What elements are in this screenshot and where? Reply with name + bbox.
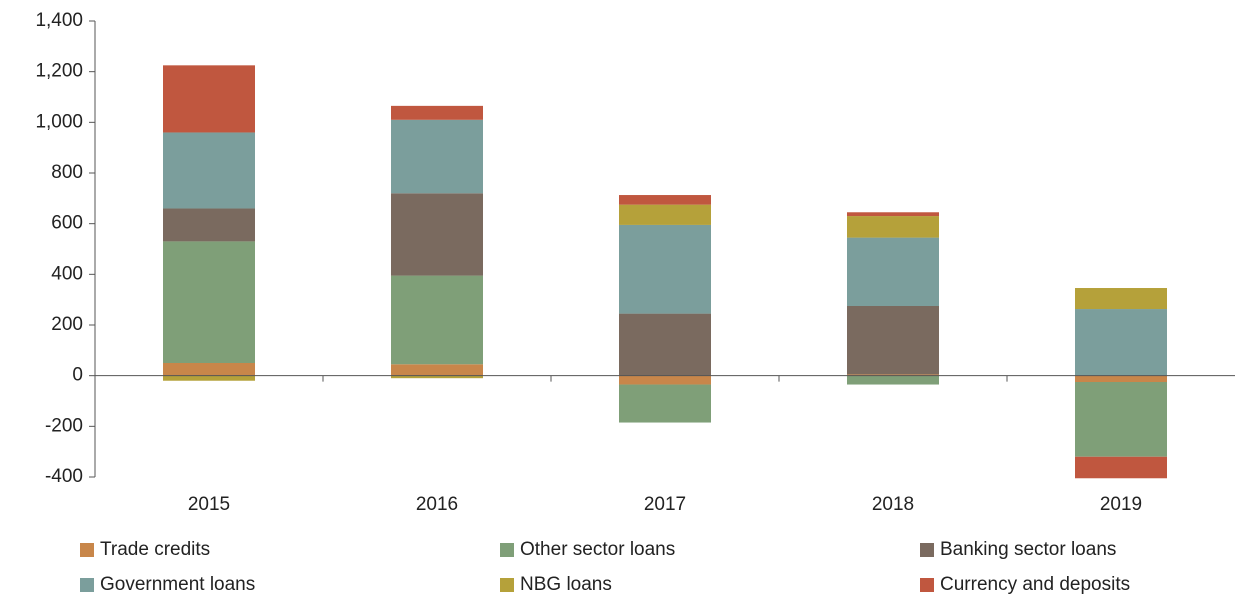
bar-segment — [847, 374, 939, 376]
bar-segment — [163, 132, 255, 209]
bar-segment — [1075, 288, 1167, 310]
legend-swatch — [500, 578, 514, 592]
bar-segment — [163, 375, 255, 381]
bar-segment — [847, 306, 939, 375]
bar-segment — [1075, 456, 1167, 479]
y-tick-label: -400 — [45, 466, 83, 487]
bar-segment — [391, 119, 483, 194]
bar-segment — [163, 241, 255, 363]
bar-segment — [1075, 382, 1167, 457]
y-tick-label: 400 — [51, 263, 83, 284]
y-tick-label: 600 — [51, 213, 83, 234]
bar-segment — [391, 364, 483, 376]
legend-label: Currency and deposits — [940, 574, 1130, 595]
legend-swatch — [920, 543, 934, 557]
y-tick-label: 1,200 — [35, 61, 83, 82]
legend-label: Government loans — [100, 574, 255, 595]
bar-segment — [619, 224, 711, 314]
bar-segment — [1075, 309, 1167, 376]
bar-segment — [1075, 375, 1167, 382]
x-tick-label: 2015 — [188, 494, 230, 515]
bar-segment — [847, 216, 939, 238]
y-tick-label: 200 — [51, 314, 83, 335]
y-tick-label: 0 — [72, 365, 83, 386]
bar-segment — [619, 313, 711, 376]
x-tick-label: 2016 — [416, 494, 458, 515]
legend-label: NBG loans — [520, 574, 612, 595]
bar-segment — [847, 237, 939, 306]
bar-segment — [163, 363, 255, 376]
bar-segment — [847, 375, 939, 385]
y-tick-label: 1,400 — [35, 10, 83, 31]
legend-swatch — [920, 578, 934, 592]
bar-segment — [619, 195, 711, 205]
bar-segment — [391, 375, 483, 379]
legend-label: Trade credits — [100, 539, 210, 560]
legend-label: Banking sector loans — [940, 539, 1116, 560]
bar-segment — [619, 204, 711, 225]
y-tick-label: -200 — [45, 415, 83, 436]
bar-segment — [847, 212, 939, 217]
bar-segment — [391, 105, 483, 120]
bar-segment — [163, 65, 255, 133]
bar-segment — [391, 275, 483, 365]
x-tick-label: 2017 — [644, 494, 686, 515]
x-tick-label: 2018 — [872, 494, 914, 515]
legend-swatch — [500, 543, 514, 557]
bar-segment — [619, 375, 711, 385]
bar-segment — [619, 384, 711, 423]
y-tick-label: 1,000 — [35, 111, 83, 132]
legend-swatch — [80, 578, 94, 592]
legend-swatch — [80, 543, 94, 557]
bar-segment — [391, 193, 483, 276]
y-tick-label: 800 — [51, 162, 83, 183]
bar-segment — [163, 208, 255, 242]
legend-label: Other sector loans — [520, 539, 675, 560]
x-tick-label: 2019 — [1100, 494, 1142, 515]
